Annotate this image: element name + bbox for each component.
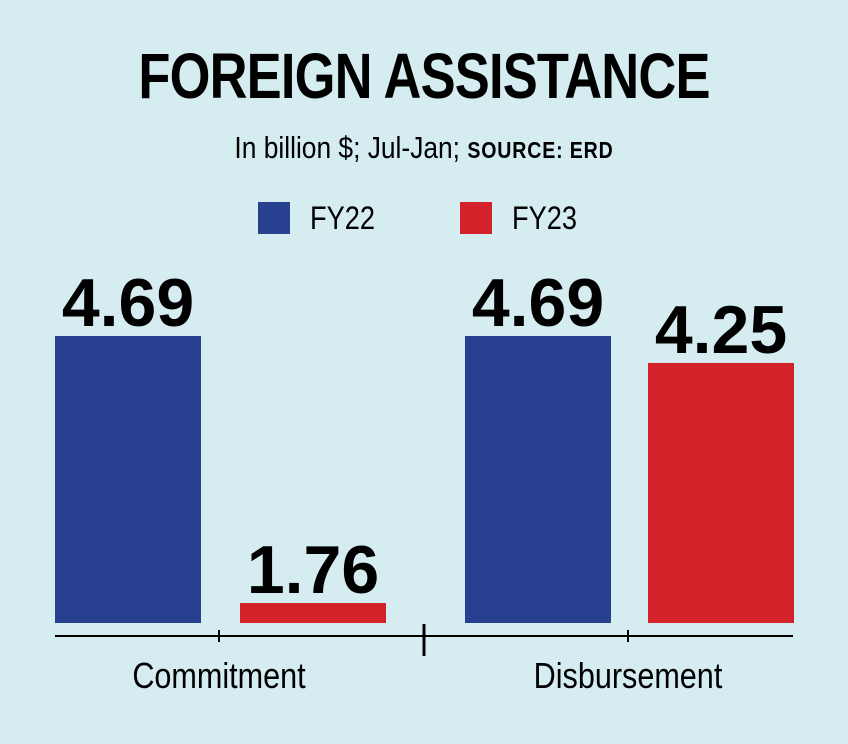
value-label-fy22-disbursement: 4.69 xyxy=(472,265,604,341)
value-label-fy22-commitment: 4.69 xyxy=(62,265,194,341)
subtitle-source: SOURCE: ERD xyxy=(467,137,614,163)
chart-title: FOREIGN ASSISTANCE xyxy=(138,40,710,112)
legend-swatch-fy22 xyxy=(258,202,290,234)
value-label-fy23-commitment: 1.76 xyxy=(247,532,379,608)
legend: FY22 FY23 xyxy=(0,198,848,238)
legend-label-fy23: FY23 xyxy=(512,199,578,236)
category-label-disbursement: Disbursement xyxy=(534,657,723,697)
bar-fy22-commitment xyxy=(55,336,201,623)
subtitle-units: In billion $; Jul-Jan; xyxy=(234,130,461,165)
category-label-commitment: Commitment xyxy=(132,657,306,697)
legend-item-fy23: FY23 xyxy=(460,198,588,238)
legend-label-fy22: FY22 xyxy=(310,199,376,236)
bar-fy23-disbursement xyxy=(648,362,794,623)
legend-item-fy22: FY22 xyxy=(258,198,386,238)
bar-fy23-commitment xyxy=(240,603,386,623)
bar-fy22-disbursement xyxy=(465,336,611,623)
chart-subtitle: In billion $; Jul-Jan; SOURCE: ERD xyxy=(64,132,785,163)
value-label-fy23-disbursement: 4.25 xyxy=(655,292,787,368)
legend-swatch-fy23 xyxy=(460,202,492,234)
